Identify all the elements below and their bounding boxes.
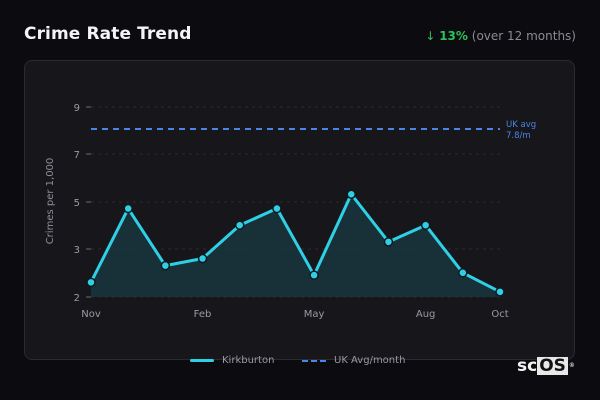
y-axis-label: Crimes per 1,000: [45, 158, 56, 245]
legend-label: Kirkburton: [222, 355, 275, 366]
svg-text:5: 5: [74, 198, 80, 209]
page-title: Crime Rate Trend: [24, 24, 192, 44]
trend-period: (over 12 months): [471, 29, 576, 43]
svg-text:May: May: [304, 309, 325, 320]
x-axis: Nov Feb May Aug Oct: [81, 309, 508, 320]
uk-avg-annotation-value: 7.8/m: [506, 131, 531, 141]
legend-item-kirkburton[interactable]: Kirkburton: [190, 355, 274, 366]
trend-percentage: 13%: [439, 29, 468, 43]
data-point-sep[interactable]: [458, 268, 468, 278]
scos-logo: sc OS ®: [517, 357, 575, 375]
logo-sc: sc: [517, 356, 538, 376]
svg-text:3: 3: [74, 245, 80, 256]
series-area-fill: [91, 194, 500, 297]
data-point-jan[interactable]: [160, 260, 171, 271]
legend: Kirkburton UK Avg/month: [0, 355, 600, 371]
data-point-dec[interactable]: [123, 203, 133, 214]
chart-card: [24, 60, 575, 360]
data-point-jun[interactable]: [346, 189, 357, 200]
series-line-kirkburton: [89, 192, 501, 294]
data-point-nov[interactable]: [86, 277, 96, 288]
trend-down-arrow-icon: ↓: [425, 29, 436, 43]
data-point-aug[interactable]: [420, 220, 431, 230]
data-point-jul[interactable]: [383, 237, 394, 247]
legend-item-uk-avg[interactable]: UK Avg/month: [302, 355, 405, 366]
y-axis: 2 3 5 7 9: [74, 103, 91, 304]
svg-text:Oct: Oct: [491, 309, 508, 320]
uk-avg-annotation: UK avg: [506, 120, 536, 130]
data-point-feb[interactable]: [197, 253, 208, 264]
svg-text:Feb: Feb: [194, 309, 212, 320]
logo-os: OS: [537, 356, 568, 376]
svg-text:2: 2: [74, 293, 80, 304]
svg-text:Nov: Nov: [81, 309, 101, 320]
svg-text:Aug: Aug: [416, 309, 436, 320]
data-points: [86, 189, 505, 297]
svg-text:9: 9: [74, 103, 80, 114]
data-point-oct[interactable]: [495, 287, 505, 297]
data-point-apr[interactable]: [272, 203, 282, 214]
data-point-mar[interactable]: [234, 220, 245, 230]
solid-line-swatch-icon: [190, 359, 214, 362]
registered-mark-icon: ®: [568, 362, 575, 369]
trend-summary: ↓ 13% (over 12 months): [425, 29, 576, 43]
svg-text:7: 7: [74, 150, 80, 161]
legend-label: UK Avg/month: [334, 355, 406, 366]
dashed-line-swatch-icon: [302, 359, 326, 362]
data-point-may[interactable]: [309, 270, 319, 280]
